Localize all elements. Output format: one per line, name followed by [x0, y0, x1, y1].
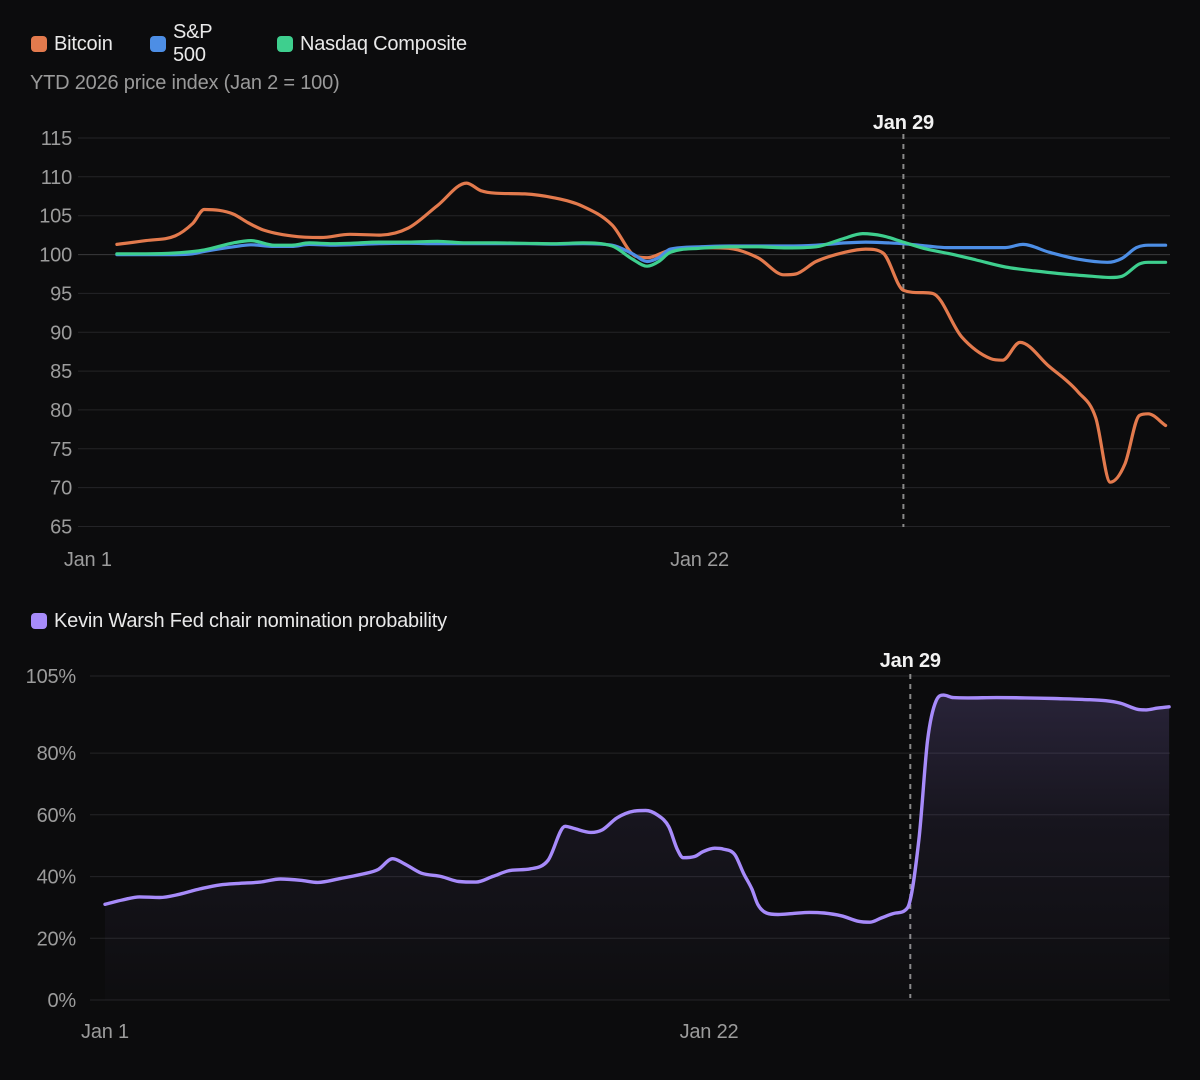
- y-tick-label: 105: [39, 206, 72, 228]
- y-tick-label: 20%: [37, 928, 77, 950]
- y-tick-label: 85: [50, 361, 72, 383]
- y-tick-label: 105%: [26, 666, 77, 688]
- y-tick-label: 110: [41, 167, 72, 189]
- series-line-nasdaq-composite: [115, 232, 1168, 280]
- legend-item-warsh-probability[interactable]: Kevin Warsh Fed chair nomination probabi…: [31, 598, 447, 644]
- nasdaq-swatch-icon: [277, 36, 293, 52]
- annotation-label: Jan 29: [873, 112, 934, 134]
- sp500-swatch-icon: [150, 36, 166, 52]
- y-tick-label: 70: [50, 478, 72, 500]
- y-tick-label: 100: [39, 245, 72, 267]
- y-tick-label: 115: [41, 128, 72, 150]
- y-tick-label: 0%: [47, 990, 76, 1012]
- legend-label-warsh-probability: Kevin Warsh Fed chair nomination probabi…: [54, 609, 447, 632]
- x-tick-label: Jan 22: [670, 549, 729, 571]
- y-tick-label: 40%: [37, 867, 77, 889]
- y-tick-label: 90: [50, 322, 72, 344]
- legend-label-nasdaq: Nasdaq Composite: [300, 32, 467, 55]
- area-fill-kevin-warsh-fed-chair-nomination-probability: [105, 695, 1170, 1000]
- x-tick-label: Jan 1: [81, 1021, 129, 1043]
- warsh-probability-swatch-icon: [31, 613, 47, 629]
- y-tick-label: 80%: [37, 743, 77, 765]
- y-tick-label: 60%: [37, 805, 77, 827]
- legend-label-bitcoin: Bitcoin: [54, 32, 113, 55]
- y-tick-label: 80: [50, 400, 72, 422]
- top-chart-subtitle: YTD 2026 price index (Jan 2 = 100): [30, 72, 340, 94]
- legend-item-sp500[interactable]: S&P 500: [150, 21, 225, 67]
- annotation-label: Jan 29: [880, 650, 941, 672]
- y-tick-label: 95: [50, 283, 72, 305]
- legend-item-bitcoin[interactable]: Bitcoin: [31, 21, 113, 67]
- bottom-chart: 105% 80% 60% 40% 20% 0%Jan 1 Jan 22 Jan 29: [26, 650, 1171, 1043]
- top-chart: 115 110 105 100 95 90 85 80 75 70 65 Jan 1 Jan 22 Jan…: [39, 112, 1170, 571]
- y-tick-label: 75: [50, 439, 72, 461]
- legend-item-nasdaq[interactable]: Nasdaq Composite: [277, 21, 467, 67]
- bitcoin-swatch-icon: [31, 36, 47, 52]
- legend-label-sp500: S&P 500: [173, 21, 213, 66]
- x-tick-label: Jan 22: [680, 1021, 739, 1043]
- x-tick-label: Jan 1: [64, 549, 112, 571]
- y-tick-label: 65: [50, 517, 72, 539]
- series-line-kevin-warsh-fed-chair-nomination-probability: [103, 693, 1171, 924]
